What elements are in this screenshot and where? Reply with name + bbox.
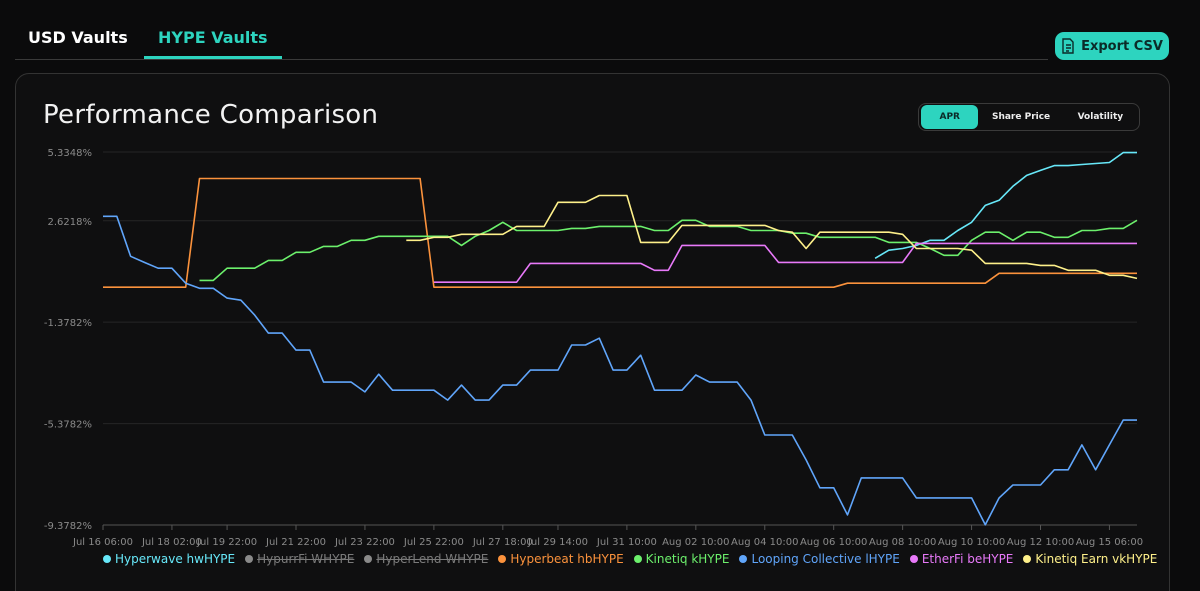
x-tick-label: Jul 25 22:00 — [403, 537, 464, 548]
y-tick-label: -9.3782% — [44, 521, 92, 532]
legend-label: Kinetiq kHYPE — [645, 552, 730, 566]
legend-item[interactable]: HyperLend WHYPE — [364, 552, 488, 566]
legend-label: Hyperwave hwHYPE — [115, 552, 236, 566]
chart-title: Performance Comparison — [43, 100, 379, 130]
legend-swatch — [103, 555, 111, 563]
x-tick-label: Aug 08 10:00 — [869, 537, 936, 548]
legend-label: HypurrFi WHYPE — [257, 552, 355, 566]
legend-swatch — [498, 555, 507, 563]
legend-swatch — [245, 555, 254, 563]
x-tick-label: Aug 02 10:00 — [662, 537, 729, 548]
x-tick-label: Jul 18 02:00 — [141, 537, 202, 548]
series-line — [199, 219, 1138, 282]
metric-toggle: APR Share Price Volatility — [918, 103, 1140, 131]
x-tick-label: Jul 31 10:00 — [596, 537, 657, 548]
legend: Hyperwave hwHYPE HypurrFi WHYPE HyperLend … — [103, 552, 1157, 566]
y-tick-label: 2.6218% — [48, 217, 93, 228]
x-tick-label: Jul 29 14:00 — [527, 537, 588, 548]
legend-swatch — [739, 555, 748, 563]
x-tick-label: Jul 27 18:00 — [472, 537, 533, 548]
legend-item[interactable]: Kinetiq Earn vkHYPE — [1023, 552, 1157, 566]
toggle-option[interactable]: APR — [921, 105, 979, 129]
legend-item[interactable]: EtherFi beHYPE — [909, 552, 1014, 566]
tab[interactable]: HYPE Vaults — [158, 28, 268, 47]
toggle-option[interactable]: Share Price — [991, 112, 1051, 122]
card — [15, 73, 1170, 591]
legend-label: Looping Collective lHYPE — [751, 552, 900, 566]
legend-swatch — [1023, 555, 1032, 563]
legend-item[interactable]: HypurrFi WHYPE — [245, 552, 354, 566]
legend-item[interactable]: Hyperwave hwHYPE — [103, 552, 235, 566]
legend-item[interactable]: Hyperbeat hbHYPE — [498, 552, 624, 566]
tab[interactable]: USD Vaults — [28, 28, 128, 47]
active-tab-indicator — [144, 56, 282, 59]
series-line — [874, 151, 1137, 259]
tab-divider — [15, 59, 1048, 60]
legend-label: Hyperbeat hbHYPE — [510, 552, 624, 566]
series-line — [103, 177, 1137, 288]
legend-item[interactable]: Kinetiq kHYPE — [633, 552, 730, 566]
legend-swatch — [633, 555, 642, 563]
legend-swatch — [909, 555, 918, 563]
x-tick-label: Jul 21 22:00 — [265, 537, 326, 548]
toggle-option[interactable]: Volatility — [1077, 112, 1124, 122]
x-tick-label: Jul 16 06:00 — [72, 537, 133, 548]
legend-label: HyperLend WHYPE — [376, 552, 489, 566]
x-tick-label: Jul 23 22:00 — [334, 537, 395, 548]
legend-item[interactable]: Looping Collective lHYPE — [739, 552, 900, 566]
x-tick-label: Aug 04 10:00 — [731, 537, 798, 548]
export-label: Export CSV — [1081, 38, 1163, 54]
export-button[interactable]: Export CSV — [1055, 32, 1169, 60]
x-tick-label: Jul 19 22:00 — [196, 537, 257, 548]
series-line — [103, 215, 1137, 526]
y-tick-label: -1.3782% — [44, 318, 92, 329]
legend-swatch — [364, 555, 373, 563]
y-tick-label: -5.3782% — [44, 420, 92, 431]
series-line — [406, 194, 1138, 280]
x-tick-label: Aug 15 06:00 — [1076, 537, 1143, 548]
x-tick-label: Aug 06 10:00 — [800, 537, 867, 548]
x-tick-label: Aug 10 10:00 — [938, 537, 1005, 548]
legend-label: EtherFi beHYPE — [921, 552, 1014, 566]
legend-label: Kinetiq Earn vkHYPE — [1035, 552, 1158, 566]
x-tick-label: Aug 12 10:00 — [1007, 537, 1074, 548]
series-line — [433, 242, 1137, 283]
export-icon — [1062, 38, 1074, 54]
y-tick-label: 5.3348% — [48, 148, 93, 159]
